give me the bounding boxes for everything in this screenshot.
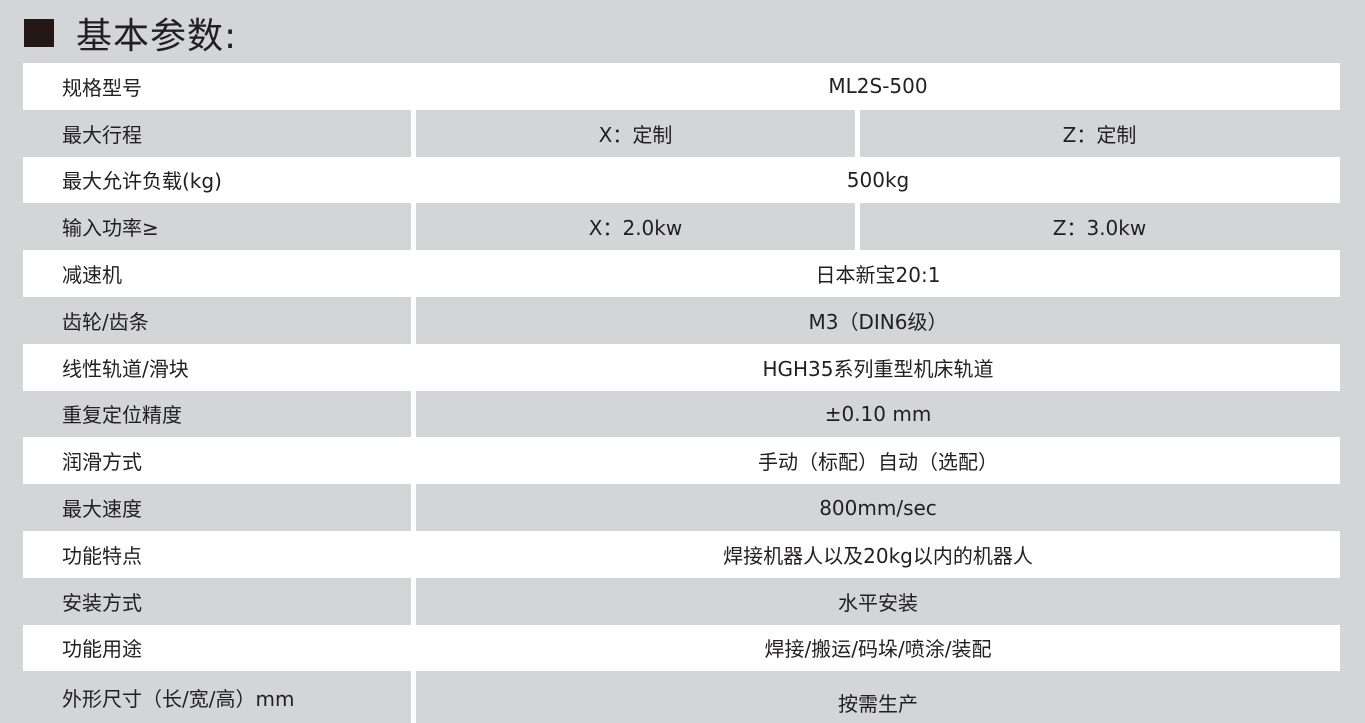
param-label: 重复定位精度 — [62, 403, 182, 428]
param-label: 最大行程 — [62, 122, 142, 147]
param-label: 最大允许负载(kg) — [62, 169, 222, 194]
table-row: 最大允许负载(kg) 500kg — [23, 156, 1340, 204]
param-value: 手动（标配）自动（选配） — [758, 450, 998, 475]
param-label: 线性轨道/滑块 — [62, 356, 189, 381]
param-value: 日本新宝20:1 — [815, 263, 941, 288]
square-bullet-icon — [24, 19, 54, 47]
section-title-text: 基本参数: — [76, 16, 238, 57]
param-value-x: X：2.0kw — [588, 216, 683, 241]
param-label: 减速机 — [62, 263, 122, 288]
param-label: 润滑方式 — [62, 450, 142, 475]
table-row: 重复定位精度 ±0.10 mm — [23, 390, 1340, 438]
param-value: 500kg — [846, 167, 910, 192]
param-value-x: X：定制 — [598, 122, 673, 147]
param-label: 规格型号 — [62, 75, 142, 100]
table-row: 输入功率≥ X：2.0kw Z：3.0kw — [23, 203, 1340, 251]
column-divider — [411, 390, 416, 438]
table-row: 功能特点 焊接机器人以及20kg以内的机器人 — [23, 530, 1340, 578]
table-row: 润滑方式 手动（标配）自动（选配） — [23, 437, 1340, 485]
param-label: 安装方式 — [62, 590, 142, 615]
param-value: 800mm/sec — [819, 495, 937, 520]
param-label: 输入功率≥ — [62, 216, 159, 241]
column-divider — [411, 296, 416, 344]
param-value: 水平安装 — [838, 590, 918, 615]
param-value-z: Z：3.0kw — [1052, 216, 1147, 241]
column-divider — [411, 577, 416, 625]
table-row: 规格型号 ML2S-500 — [23, 63, 1340, 110]
table-row: 减速机 日本新宝20:1 — [23, 250, 1340, 297]
column-divider — [411, 484, 416, 531]
table-row: 外形尺寸（长/宽/高）mm 按需生产 — [23, 671, 1340, 723]
column-divider — [411, 109, 416, 157]
param-label: 外形尺寸（长/宽/高）mm — [62, 686, 295, 711]
table-row: 安装方式 水平安装 — [23, 577, 1340, 625]
param-value: HGH35系列重型机床轨道 — [762, 356, 994, 381]
table-row: 最大行程 X：定制 Z：定制 — [23, 109, 1340, 157]
param-value: ML2S-500 — [828, 74, 928, 99]
column-divider — [411, 203, 416, 251]
param-value: 按需生产 — [838, 691, 918, 716]
column-divider — [411, 671, 416, 723]
param-label: 功能用途 — [62, 637, 142, 662]
param-label: 功能特点 — [62, 543, 142, 568]
column-divider — [855, 109, 860, 157]
spec-table: 规格型号 ML2S-500 最大行程 X：定制 Z：定制最大允许负载(kg) 500kg 输… — [23, 63, 1340, 723]
param-value: ±0.10 mm — [824, 401, 932, 426]
param-value-z: Z：定制 — [1062, 122, 1137, 147]
param-value: 焊接/搬运/码垛/喷涂/装配 — [764, 637, 992, 662]
table-row: 功能用途 焊接/搬运/码垛/喷涂/装配 — [23, 624, 1340, 672]
param-value: M3（DIN6级） — [808, 309, 948, 334]
table-row: 线性轨道/滑块 HGH35系列重型机床轨道 — [23, 343, 1340, 391]
param-value: 焊接机器人以及20kg以内的机器人 — [723, 543, 1033, 568]
column-divider — [855, 203, 860, 251]
table-row: 齿轮/齿条 M3（DIN6级） — [23, 296, 1340, 344]
section-title: 基本参数: — [24, 8, 237, 58]
param-label: 齿轮/齿条 — [62, 309, 149, 334]
param-label: 最大速度 — [62, 497, 142, 522]
table-row: 最大速度 800mm/sec — [23, 484, 1340, 531]
